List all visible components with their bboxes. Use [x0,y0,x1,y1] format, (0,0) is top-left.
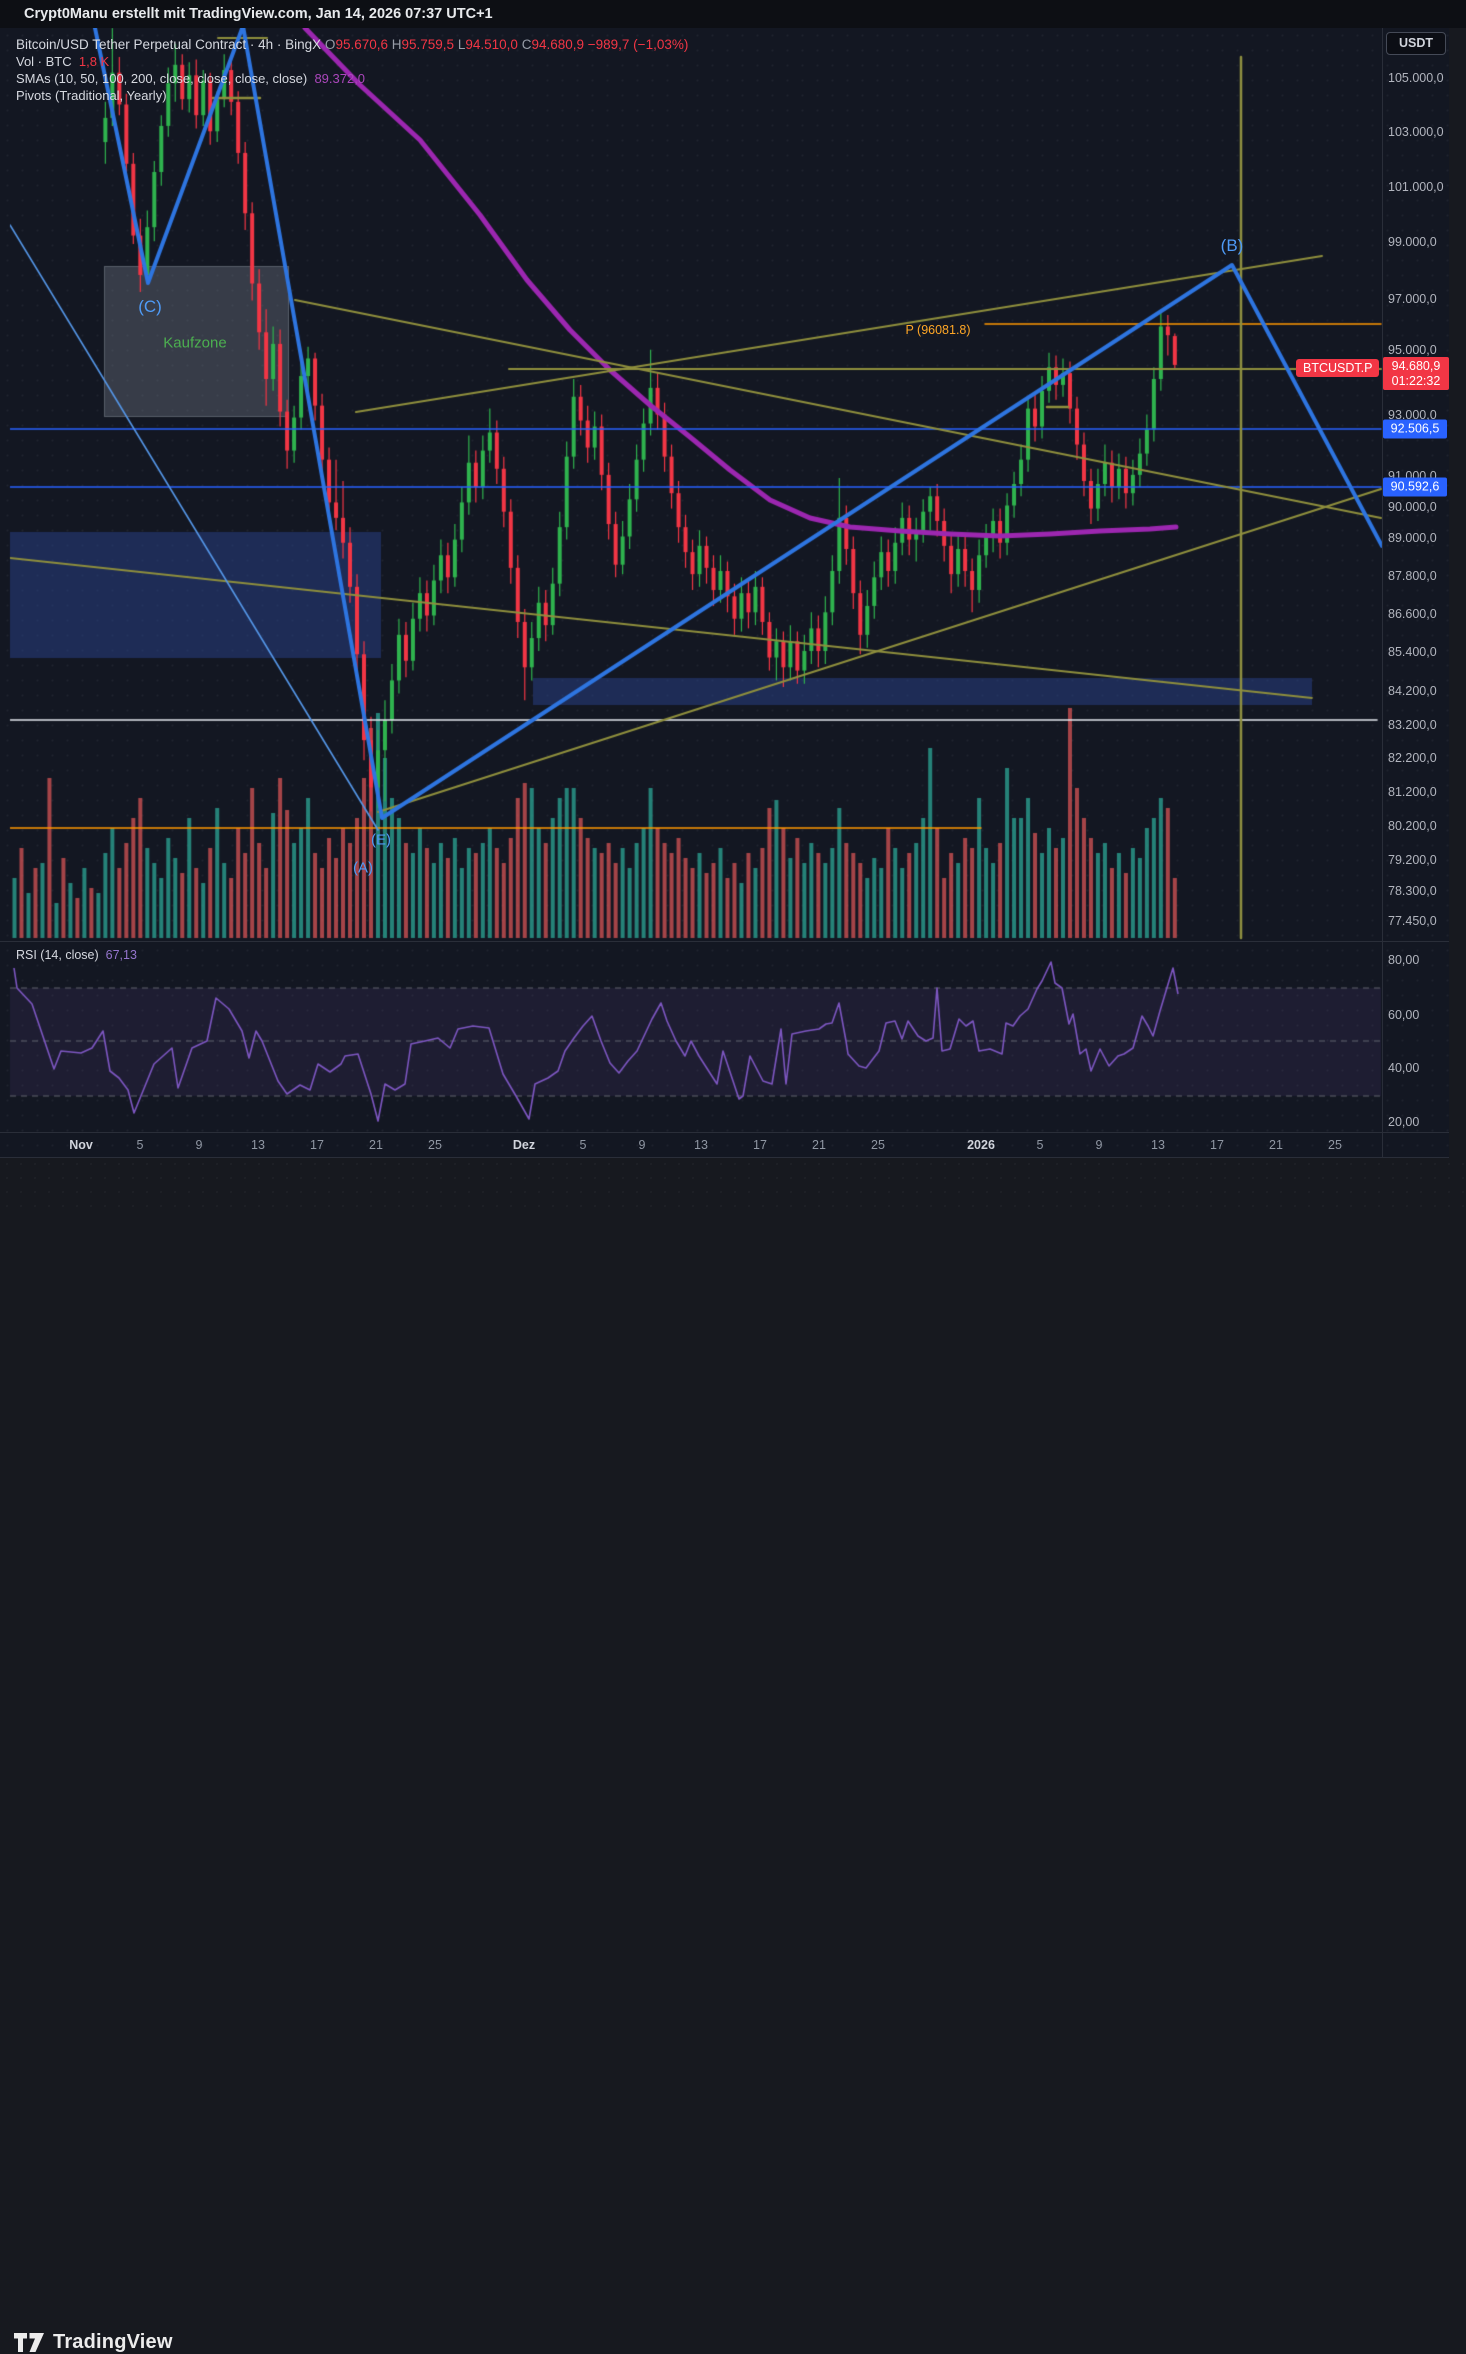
rsi-label: RSI (14, close) [16,948,99,962]
time-axis-tick: 5 [1036,1138,1044,1152]
volume-value: 1,8 K [78,54,110,69]
high-label: H [391,37,402,52]
wave-label-e[interactable]: (E) [371,831,391,849]
time-axis-tick: 9 [195,1138,203,1152]
time-axis-tick: 9 [1095,1138,1103,1152]
time-axis-tick: 13 [1151,1138,1165,1152]
legend-volume-row[interactable]: Vol · BTC 1,8 K [16,53,688,70]
wave-label-b[interactable]: (B) [1220,236,1244,255]
time-axis-separator [0,1132,1449,1133]
smas-value: 89.372,0 [314,71,366,86]
time-axis-tick: 25 [428,1138,442,1152]
price-axis-tick: 79.200,0 [1388,853,1437,867]
rsi-value: 67,13 [105,948,137,962]
low-label: L [457,37,466,52]
chart-area [0,28,1466,1218]
page-title: Crypt0Manu erstellt mit TradingView.com,… [24,6,493,22]
footer-bar: TradingView [0,1157,1466,2353]
price-axis-tick: 60,00 [1388,1008,1420,1022]
price-axis-tick: 95.000,0 [1388,343,1437,357]
price-axis-tick: 101.000,0 [1388,180,1444,194]
price-axis-tick: 78.300,0 [1388,884,1437,898]
price-axis-separator [1382,28,1383,1157]
symbol-price-tag[interactable]: BTCUSDT.P [1296,359,1380,377]
rsi-pane-separator[interactable] [0,941,1449,942]
chart-bottom-border [0,1157,1449,1158]
price-axis-tick: 105.000,0 [1388,71,1444,85]
wave-label-c[interactable]: (C) [138,297,162,316]
time-axis-tick: 25 [1328,1138,1342,1152]
price-axis-tick: 81.200,0 [1388,785,1437,799]
chart-legend: Bitcoin/USD Tether Perpetual Contract · … [16,36,688,104]
time-axis-tick: 5 [579,1138,587,1152]
bar-countdown: 01:22:32 [1391,374,1441,388]
change-value: −989,7 (−1,03%) [587,37,689,52]
tradingview-logo-text: TradingView [53,2331,173,2353]
smas-label: SMAs (10, 50, 100, 200, close, close, cl… [16,71,308,86]
tradingview-logo[interactable]: TradingView [14,2331,173,2354]
time-axis-tick: 21 [812,1138,826,1152]
price-axis-tick: 99.000,0 [1388,235,1437,249]
price-axis-tick: 85.400,0 [1388,645,1437,659]
price-axis-tick: 80.200,0 [1388,819,1437,833]
time-axis-tick: 2026 [967,1138,995,1152]
open-value: 95.670,6 [335,37,388,52]
close-label: C [521,37,532,52]
time-axis-tick: 9 [638,1138,646,1152]
price-axis-tick: 103.000,0 [1388,125,1444,139]
legend-pivots-row[interactable]: Pivots (Traditional, Yearly) [16,87,688,104]
time-axis-tick: Nov [69,1138,93,1152]
price-axis-tick: 80,00 [1388,953,1420,967]
price-axis-tick: 97.000,0 [1388,292,1437,306]
price-axis-tick: 84.200,0 [1388,684,1437,698]
price-axis-tick: 77.450,0 [1388,914,1437,928]
last-price-value: 94.680,9 [1391,359,1441,373]
time-axis-tick: Dez [512,1138,536,1152]
volume-label: Vol · BTC [16,54,72,69]
last-price-badge[interactable]: 94.680,9 01:22:32 [1383,357,1449,390]
price-axis-tick: 86.600,0 [1388,607,1437,621]
price-axis-tick: 93.000,0 [1388,408,1437,422]
time-axis-tick: 17 [310,1138,324,1152]
price-axis-tick: 82.200,0 [1388,751,1437,765]
time-axis-tick: 17 [1210,1138,1224,1152]
time-axis-tick: 13 [251,1138,265,1152]
price-axis-tick: 87.800,0 [1388,569,1437,583]
pivots-label: Pivots (Traditional, Yearly) [16,88,167,103]
currency-toggle-button[interactable]: USDT [1386,32,1446,55]
symbol-title: Bitcoin/USD Tether Perpetual Contract · … [16,37,322,52]
outer-margin [1449,28,1466,1218]
price-axis-tick: 89.000,0 [1388,531,1437,545]
high-value: 95.759,5 [401,37,455,52]
time-axis-tick: 17 [753,1138,767,1152]
close-value: 94.680,9 [531,37,584,52]
time-axis-tick: 5 [136,1138,144,1152]
alert-badge-lower[interactable]: 90.592,6 [1383,477,1447,497]
wave-label-a[interactable]: (A) [353,859,373,877]
time-axis-tick: 21 [1269,1138,1283,1152]
open-label: O [324,37,336,52]
legend-smas-row[interactable]: SMAs (10, 50, 100, 200, close, close, cl… [16,70,688,87]
window-title-bar: Crypt0Manu erstellt mit TradingView.com,… [0,0,1466,28]
time-axis-tick: 21 [369,1138,383,1152]
rsi-legend-row[interactable]: RSI (14, close) 67,13 [16,948,137,962]
price-axis-tick: 83.200,0 [1388,718,1437,732]
time-axis-tick: 25 [871,1138,885,1152]
price-axis-tick: 90.000,0 [1388,500,1437,514]
time-axis-tick: 13 [694,1138,708,1152]
low-value: 94.510,0 [465,37,518,52]
pivot-label[interactable]: P (96081.8) [905,323,971,337]
price-chart-canvas[interactable] [0,28,1466,1218]
kaufzone-label[interactable]: Kaufzone [163,334,227,352]
tradingview-logo-icon [14,2333,44,2352]
price-axis-tick: 40,00 [1388,1061,1420,1075]
legend-symbol-row[interactable]: Bitcoin/USD Tether Perpetual Contract · … [16,36,688,53]
price-axis-tick: 20,00 [1388,1115,1420,1129]
alert-badge-upper[interactable]: 92.506,5 [1383,419,1447,439]
